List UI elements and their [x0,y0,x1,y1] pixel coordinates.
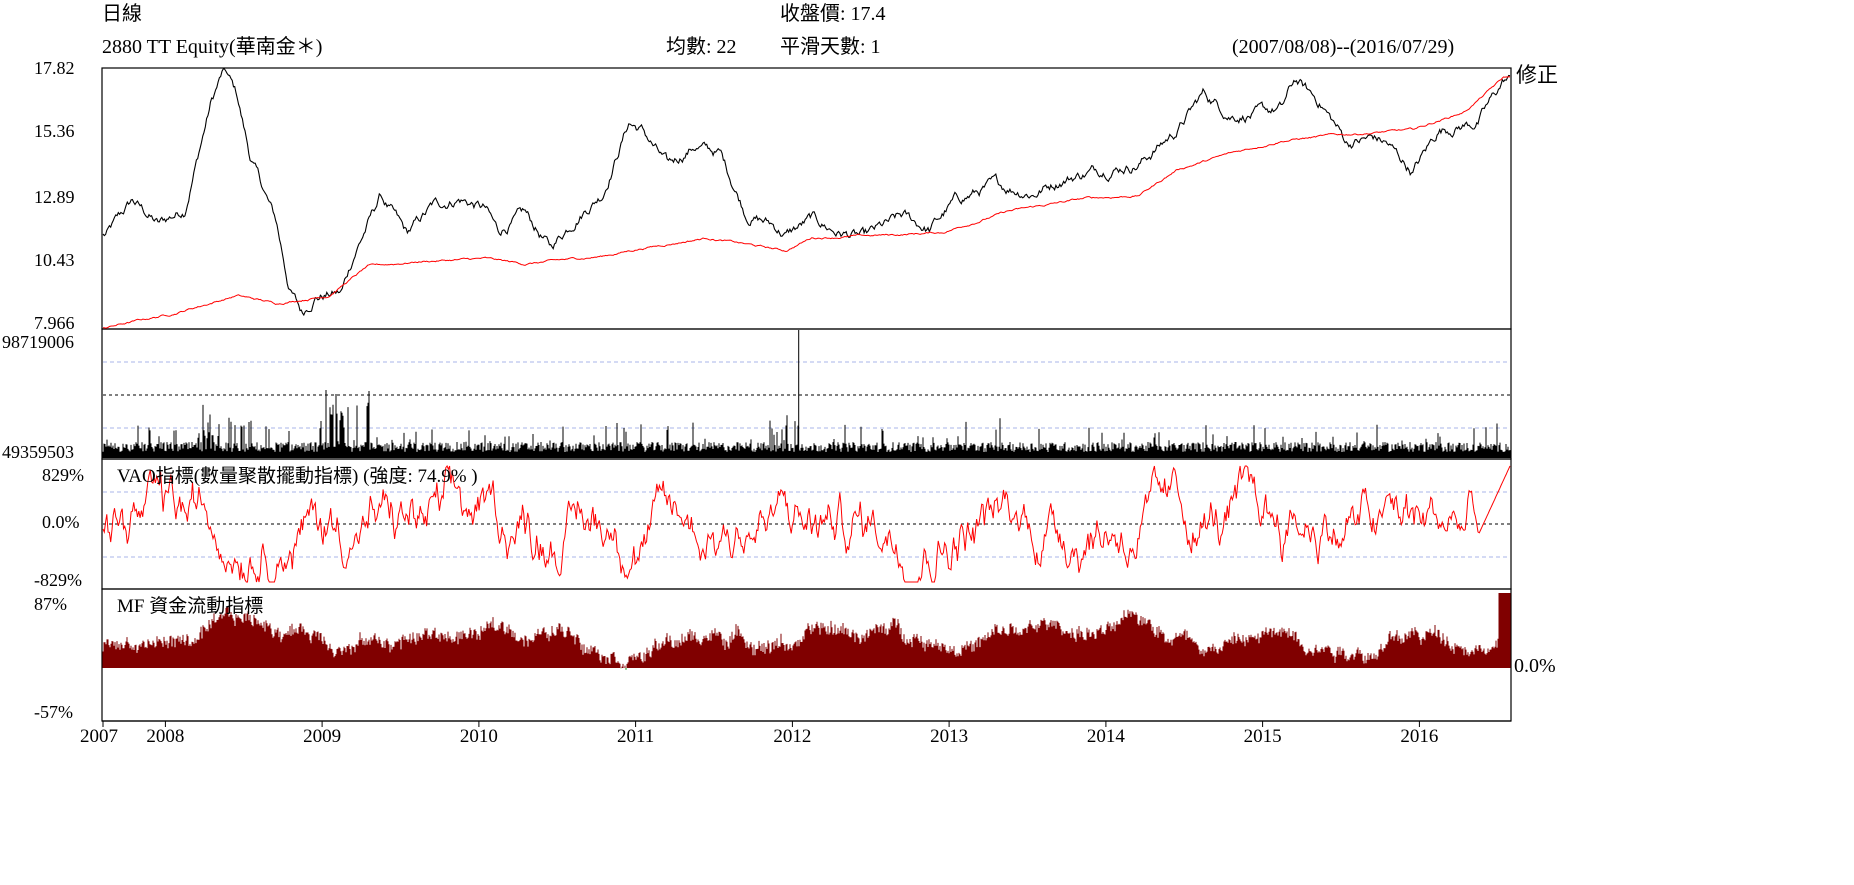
volume-bar-series [102,330,1511,458]
vao-panel-title: VAO指標(數量聚散擺動指標) (強度: 74.9% ) [117,465,478,487]
close-price-label: 收盤價: 17.4 [780,3,886,25]
x-label-2014: 2014 [1087,726,1126,747]
volume-tick-max: 98719006 [2,332,74,352]
price-tick-3: 12.89 [34,187,75,207]
moving-average-line [103,76,1511,329]
smoothing-label: 平滑天數: 1 [780,36,881,58]
vao-line [102,465,1511,583]
mf-histogram [102,593,1511,670]
x-label-2010: 2010 [460,726,498,747]
adjusted-label: 修正 [1516,63,1558,87]
date-range-label: (2007/08/08)--(2016/07/29) [1232,36,1455,58]
price-line [102,68,1511,317]
x-label-2011: 2011 [617,726,654,747]
price-tick-min: 7.966 [34,313,75,333]
x-label-2013: 2013 [930,726,968,747]
x-label-2008: 2008 [146,726,184,747]
x-axis: 2007 2008 2009 2010 2011 2012 2013 2014 2015 2016 [80,721,1438,747]
vao-tick-max: 829% [42,465,84,485]
vao-tick-zero: 0.0% [42,512,80,532]
volume-panel-frame [101,328,1512,460]
x-label-2016: 2016 [1400,726,1438,747]
mf-negative-bars [620,668,627,670]
volume-bars [102,330,1511,458]
mf-tick-min: -57% [34,702,73,722]
price-tick-max: 17.82 [34,58,75,78]
price-series [102,68,1511,317]
mf-positive-bars [102,593,1511,668]
x-label-2009: 2009 [303,726,341,747]
mf-tick-max: 87% [34,594,67,614]
x-label-2007: 2007 [80,726,118,747]
average-label: 均數: 22 [666,36,737,58]
price-panel-frame [101,67,1512,330]
price-tick-4: 10.43 [34,250,75,270]
vao-series [102,465,1511,583]
line-type-label: 日線 [102,3,142,25]
mf-zero-label: 0.0% [1514,655,1556,677]
moving-average-series [103,76,1511,329]
x-label-2012: 2012 [773,726,811,747]
mf-panel-title: MF 資金流動指標 [117,595,263,617]
volume-tick-mid: 49359503 [2,442,74,462]
ticker-label: 2880 TT Equity(華南金＊) [102,36,323,58]
vao-tick-min: -829% [34,570,82,590]
x-label-2015: 2015 [1244,726,1282,747]
price-tick-2: 15.36 [34,121,75,141]
